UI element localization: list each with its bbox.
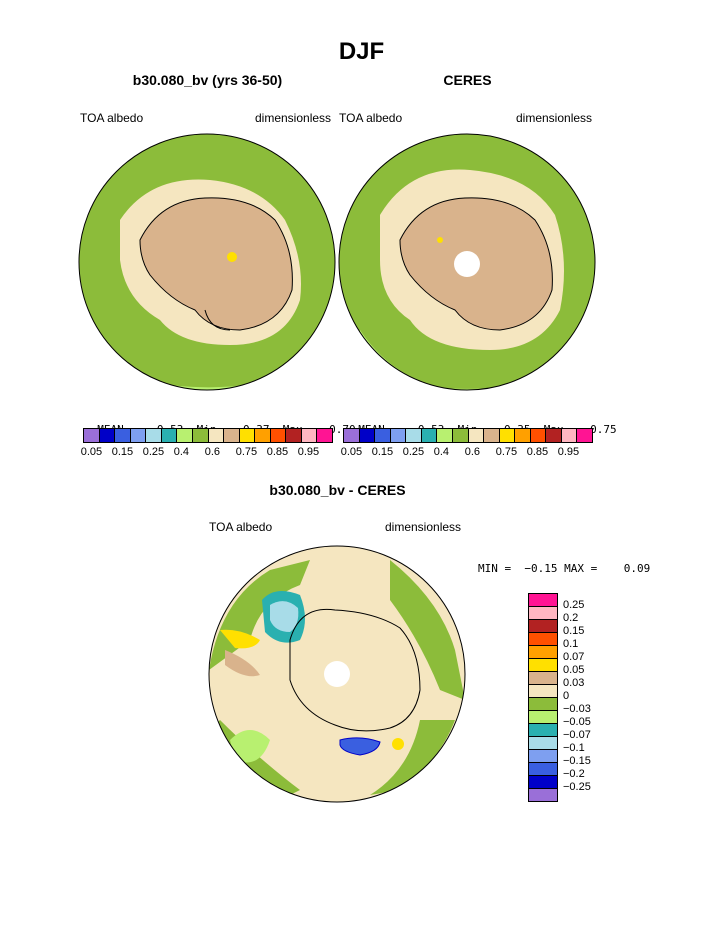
colorbar-tick-label: 0.95 [297, 446, 320, 458]
colorbar-swatch [529, 776, 557, 789]
colorbar-swatch [208, 429, 225, 442]
colorbar-swatch [452, 429, 469, 442]
colorbar-swatch [499, 429, 516, 442]
colorbar-swatch [529, 685, 557, 698]
colorbar-swatch [529, 789, 557, 801]
colorbar-tick-label: 0.15 [563, 625, 585, 637]
panel3-subtitle: b30.080_bv - CERES [269, 482, 406, 498]
colorbar-tick-label: 0.25 [402, 446, 425, 458]
colorbar-tick-label: −0.05 [563, 716, 591, 728]
main-title: DJF [338, 38, 385, 65]
panel2-units-label: dimensionless [516, 111, 593, 125]
colorbar-tick-label: 0.4 [433, 446, 450, 458]
colorbar-tick-label: 0.6 [464, 446, 481, 458]
colorbar-tick-label: 0.05 [80, 446, 103, 458]
panel1-colorbar-labels: 0.05 0.15 0.25 0.4 0.6 0.75 0.85 0.95 [80, 446, 331, 460]
colorbar-swatch [577, 429, 592, 442]
colorbar-swatch [529, 711, 557, 724]
colorbar-tick-label: 0.05 [340, 446, 363, 458]
colorbar-swatch [406, 429, 422, 442]
colorbar-tick-label: 0.85 [526, 446, 549, 458]
colorbar-swatch [529, 724, 557, 737]
colorbar-swatch [529, 672, 557, 685]
colorbar-swatch [239, 429, 256, 442]
panel1-units-label: dimensionless [255, 111, 332, 125]
colorbar-tick-label: −0.1 [563, 742, 585, 754]
panel3-colorbar [528, 593, 558, 802]
colorbar-swatch [177, 429, 193, 442]
colorbar-swatch [317, 429, 332, 442]
colorbar-swatch [437, 429, 453, 442]
colorbar-swatch [146, 429, 162, 442]
colorbar-tick-label: 0.03 [563, 677, 585, 689]
colorbar-tick-label: −0.07 [563, 729, 591, 741]
colorbar-swatch [286, 429, 302, 442]
panel2-subtitle: CERES [443, 72, 492, 88]
colorbar-swatch [515, 429, 531, 442]
panel3-minmax: MIN = −0.15 MAX = 0.09 [478, 562, 651, 575]
colorbar-tick-label: 0.15 [111, 446, 134, 458]
colorbar-swatch [529, 620, 557, 633]
colorbar-tick-label: 0.1 [563, 638, 579, 650]
colorbar-swatch [561, 429, 578, 442]
colorbar-tick-label: 0.4 [173, 446, 190, 458]
colorbar-swatch [484, 429, 500, 442]
colorbar-tick-label: 0.6 [204, 446, 221, 458]
colorbar-swatch [390, 429, 407, 442]
colorbar-tick-label: −0.2 [563, 768, 585, 780]
colorbar-swatch [529, 750, 557, 763]
panel2-max-value: 0.75 [590, 423, 617, 436]
colorbar-swatch [161, 429, 178, 442]
colorbar-swatch [130, 429, 147, 442]
colorbar-tick-label: 0.75 [495, 446, 518, 458]
colorbar-swatch [529, 594, 557, 607]
colorbar-tick-label: 0.2 [563, 612, 579, 624]
colorbar-tick-label: 0.07 [563, 651, 585, 663]
colorbar-swatch [301, 429, 318, 442]
colorbar-tick-label: 0.75 [235, 446, 258, 458]
colorbar-swatch [270, 429, 287, 442]
colorbar-tick-label: 0.25 [142, 446, 165, 458]
colorbar-swatch [529, 659, 557, 672]
panel1-colorbar [83, 428, 333, 443]
colorbar-swatch [529, 646, 557, 659]
colorbar-tick-label: 0.05 [563, 664, 585, 676]
panel3-variable-label: TOA albedo [209, 520, 273, 534]
colorbar-swatch [255, 429, 271, 442]
colorbar-tick-label: 0 [563, 690, 570, 702]
colorbar-tick-label: −0.03 [563, 703, 591, 715]
panel2-colorbar [343, 428, 593, 443]
colorbar-swatch [468, 429, 485, 442]
colorbar-swatch [115, 429, 131, 442]
colorbar-swatch [359, 429, 376, 442]
panel1-variable-label: TOA albedo [80, 111, 144, 125]
colorbar-swatch [529, 737, 557, 750]
panel2-variable-label: TOA albedo [339, 111, 403, 125]
colorbar-swatch [530, 429, 547, 442]
colorbar-swatch [99, 429, 116, 442]
panel3-units-label: dimensionless [385, 520, 462, 534]
colorbar-swatch [84, 429, 100, 442]
colorbar-tick-label: 0.95 [557, 446, 580, 458]
colorbar-swatch [529, 763, 557, 776]
colorbar-swatch [546, 429, 562, 442]
colorbar-swatch [375, 429, 391, 442]
colorbar-swatch [529, 633, 557, 646]
colorbar-tick-label: 0.85 [266, 446, 289, 458]
colorbar-tick-label: 0.15 [371, 446, 394, 458]
colorbar-swatch [529, 698, 557, 711]
colorbar-swatch [224, 429, 240, 442]
colorbar-swatch [344, 429, 360, 442]
colorbar-swatch [529, 607, 557, 620]
colorbar-swatch [192, 429, 209, 442]
panel1-subtitle: b30.080_bv (yrs 36-50) [132, 72, 283, 88]
colorbar-tick-label: −0.25 [563, 781, 591, 793]
panel2-colorbar-labels: 0.05 0.15 0.25 0.4 0.6 0.75 0.85 0.95 [340, 446, 591, 460]
colorbar-swatch [421, 429, 438, 442]
colorbar-tick-label: 0.25 [563, 599, 585, 611]
colorbar-tick-label: −0.15 [563, 755, 591, 767]
